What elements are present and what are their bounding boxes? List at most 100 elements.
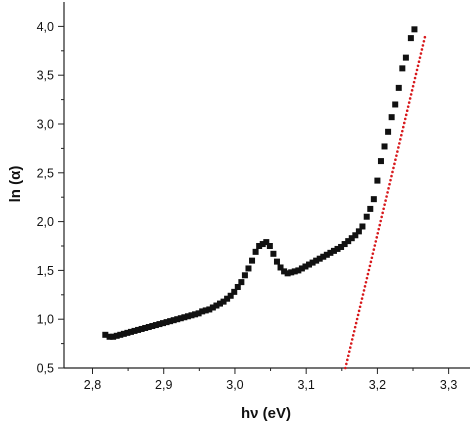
x-tick-label: 2,8 xyxy=(84,378,101,392)
x-tick-label: 3,2 xyxy=(369,378,386,392)
data-point xyxy=(131,327,138,334)
fit-layer xyxy=(344,31,428,370)
x-axis-title: hν (eV) xyxy=(241,405,291,422)
data-point xyxy=(302,263,309,270)
points-layer xyxy=(102,26,418,340)
data-point xyxy=(348,235,355,242)
data-point xyxy=(241,272,248,279)
data-point xyxy=(117,331,124,338)
axes-layer xyxy=(63,2,470,369)
data-point xyxy=(355,228,362,235)
data-point xyxy=(407,35,414,42)
data-point xyxy=(224,295,231,302)
data-point xyxy=(149,323,156,330)
data-point xyxy=(306,261,313,268)
y-tick-label: 2,5 xyxy=(37,166,54,180)
data-point xyxy=(174,316,181,323)
data-point xyxy=(138,325,145,332)
data-point xyxy=(352,232,359,239)
data-point xyxy=(113,332,120,339)
data-point xyxy=(102,331,109,338)
data-point xyxy=(152,322,159,329)
y-axis-title: ln (α) xyxy=(7,166,24,203)
data-point xyxy=(381,143,388,150)
data-point xyxy=(184,313,191,320)
x-tick-label: 3,3 xyxy=(440,378,457,392)
data-point xyxy=(177,315,184,322)
data-point xyxy=(291,268,298,275)
data-point xyxy=(388,114,395,121)
data-point xyxy=(298,265,305,272)
data-point xyxy=(245,265,252,272)
data-point xyxy=(295,267,302,274)
data-point xyxy=(367,205,374,212)
data-point xyxy=(345,238,352,245)
data-point xyxy=(142,324,149,331)
data-point xyxy=(281,268,288,275)
data-point xyxy=(227,292,234,299)
y-tick-label: 0,5 xyxy=(37,362,54,376)
data-point xyxy=(124,329,131,336)
data-point xyxy=(341,241,348,248)
data-point xyxy=(330,247,337,254)
data-point xyxy=(213,302,220,309)
data-point xyxy=(106,333,113,340)
data-point xyxy=(199,308,206,315)
data-point xyxy=(359,223,366,230)
data-point xyxy=(181,314,188,321)
x-tick-label: 3,1 xyxy=(297,378,314,392)
data-point xyxy=(145,324,152,331)
data-point xyxy=(399,65,406,72)
data-point xyxy=(234,283,241,290)
data-point xyxy=(188,312,195,319)
data-point xyxy=(334,245,341,252)
data-point xyxy=(256,243,263,249)
y-tick-label: 3,5 xyxy=(37,69,54,83)
y-tick-label: 4,0 xyxy=(37,20,54,34)
data-point xyxy=(110,333,117,340)
data-point xyxy=(309,259,316,266)
data-point xyxy=(156,321,163,328)
data-point xyxy=(216,300,223,307)
data-point xyxy=(209,304,216,311)
data-point xyxy=(277,264,284,271)
data-point xyxy=(135,326,142,333)
data-point xyxy=(316,255,323,262)
data-point xyxy=(273,258,280,265)
data-point xyxy=(338,243,345,250)
data-point xyxy=(263,239,270,246)
data-point xyxy=(127,328,134,335)
data-point xyxy=(363,213,370,220)
data-point xyxy=(160,320,167,327)
data-point xyxy=(374,177,381,184)
data-point xyxy=(195,310,202,317)
data-point xyxy=(163,319,170,326)
data-point xyxy=(266,243,273,249)
linear-fit-line xyxy=(344,31,428,370)
ticks-layer: 2,8 2,9 3,0 3,1 3,2 3,3 0,5 1,0 1,5 2,0 2,5 3,0 3,5 4… xyxy=(37,20,458,392)
data-point xyxy=(313,257,320,264)
data-point xyxy=(395,84,402,91)
data-point xyxy=(202,307,209,314)
data-point xyxy=(411,26,418,33)
data-point xyxy=(320,253,327,260)
y-tick-label: 3,0 xyxy=(37,118,54,132)
y-tick-label: 1,5 xyxy=(37,264,54,278)
data-point xyxy=(192,311,199,318)
data-point xyxy=(220,298,227,305)
data-point xyxy=(270,250,277,257)
data-point xyxy=(170,317,177,324)
data-point xyxy=(284,270,291,277)
data-point xyxy=(206,306,213,313)
data-point xyxy=(252,248,259,255)
data-point xyxy=(288,269,295,276)
data-point xyxy=(402,54,409,61)
data-point xyxy=(120,330,127,337)
x-tick-label: 3,0 xyxy=(226,378,243,392)
data-point xyxy=(377,158,384,165)
y-tick-label: 1,0 xyxy=(37,313,54,327)
data-point xyxy=(249,257,256,264)
data-point xyxy=(231,288,238,295)
data-point xyxy=(327,249,334,256)
